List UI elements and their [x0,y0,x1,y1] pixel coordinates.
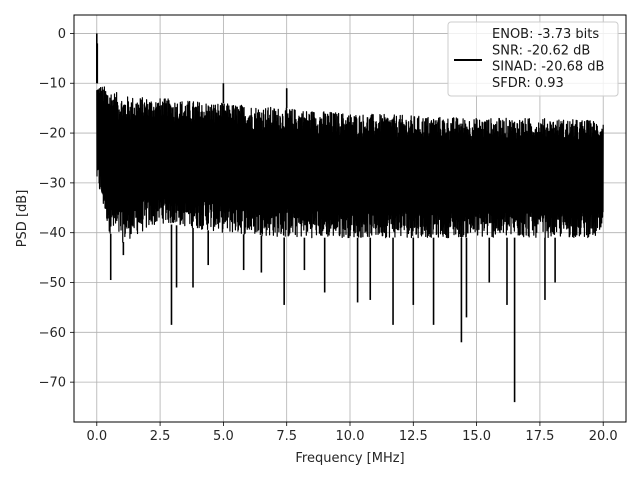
series-group [95,33,604,403]
x-tick-label: 20.0 [589,429,618,444]
y-tick-label: −40 [39,226,66,241]
legend: ENOB: -3.73 bits SNR: -20.62 dB SINAD: -20… [447,21,619,97]
x-tick-label: 15.0 [462,429,491,444]
axis-ticks: 0.0 2.5 5.0 7.5 10.0 12.5 15.0 17.5 20.0 0 −10 −20 −… [39,27,618,444]
y-tick-label: −30 [39,176,66,191]
y-axis-label: PSD [dB] [15,190,30,248]
x-tick-label: 10.0 [336,429,365,444]
y-tick-label: 0 [58,27,66,42]
y-tick-label: −60 [39,326,66,341]
x-tick-label: 17.5 [525,429,554,444]
y-tick-label: −50 [39,276,66,291]
psd-trace [96,86,604,243]
x-tick-label: 0.0 [86,429,107,444]
x-tick-label: 12.5 [399,429,428,444]
x-tick-label: 5.0 [213,429,234,444]
y-tick-label: −10 [39,77,66,92]
y-tick-label: −70 [39,376,66,391]
x-tick-label: 2.5 [150,429,171,444]
y-tick-label: −20 [39,127,66,142]
x-axis-label: Frequency [MHz] [295,451,404,466]
legend-box [447,21,619,97]
x-tick-label: 7.5 [276,429,297,444]
legend-label: ENOB: -3.73 bits SNR: -20.62 dB SINAD: -20… [492,27,604,91]
